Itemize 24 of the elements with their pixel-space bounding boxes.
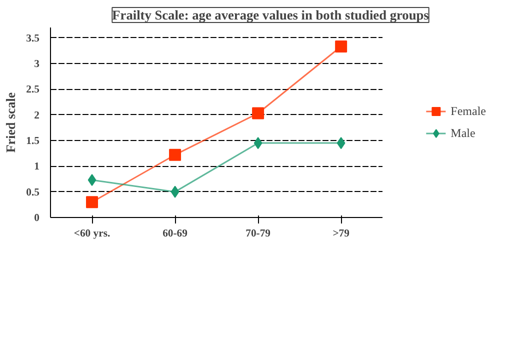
x-tick-label: 70-79 [246, 228, 270, 240]
x-tick-label: 60-69 [162, 228, 188, 240]
y-axis-title: Fried scale [3, 92, 18, 153]
y-tick-label: 3.5 [26, 33, 40, 44]
point [252, 107, 264, 120]
point [88, 174, 96, 186]
y-tick-label: 0.5 [26, 187, 40, 198]
y-tick-label: 1.5 [26, 136, 40, 147]
legend-label: Male [450, 126, 476, 140]
y-tick-label: 2 [34, 110, 40, 122]
point [254, 137, 262, 150]
point [170, 186, 180, 198]
y-tick-label: 1 [34, 162, 40, 173]
y-tick-label: 3 [34, 58, 40, 70]
x-tick-label: >79 [332, 228, 350, 240]
y-tick-label: 0 [34, 213, 40, 224]
point [169, 148, 182, 161]
x-tick-label: <60 yrs. [74, 228, 110, 240]
legend-label: Female [450, 104, 486, 118]
point [336, 137, 346, 150]
chart-title: Frailty Scale: age average values in both studied groups [112, 8, 429, 22]
point [86, 196, 98, 208]
y-tick-label: 2.5 [26, 84, 40, 96]
point [335, 40, 348, 52]
